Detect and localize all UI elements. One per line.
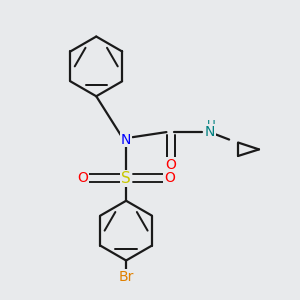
Text: Br: Br — [118, 270, 134, 284]
Text: H: H — [207, 119, 216, 132]
Text: O: O — [77, 171, 88, 185]
Text: O: O — [166, 158, 176, 172]
Text: N: N — [205, 125, 215, 139]
Text: N: N — [121, 133, 131, 146]
Text: O: O — [164, 171, 175, 185]
Text: S: S — [121, 171, 131, 186]
